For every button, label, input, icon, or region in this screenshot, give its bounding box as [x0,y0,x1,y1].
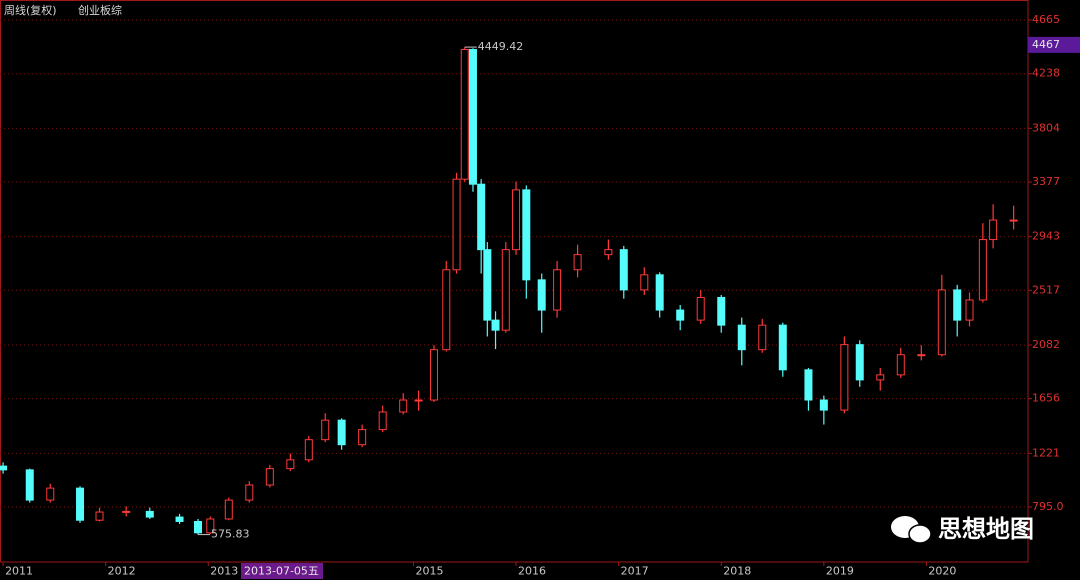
candle-body [321,419,330,441]
candle-body [696,296,705,321]
candle-body [604,249,613,256]
y-tick-label: 795.0 [1032,500,1064,513]
candle-body [758,324,767,351]
candle-body [1009,219,1018,222]
candle-body [522,189,531,281]
candle-body [477,183,486,251]
candle-body [840,344,849,411]
high-label: 4449.42 [478,40,524,53]
x-tick-label: 2018 [723,565,751,578]
x-tick-label: 2015 [415,565,443,578]
x-tick-label: 2019 [826,565,854,578]
watermark-text: 思想地图 [938,515,1034,543]
cursor-date: 2013-07-05五 [244,565,319,578]
watermark: 思想地图 [891,515,1034,544]
candle-body [655,274,664,311]
y-tick-label: 3377 [1032,175,1060,188]
candle-body [717,296,726,326]
candle-body [46,487,55,501]
candle-body [483,249,492,321]
candle-body [553,269,562,311]
candle-body [876,374,885,381]
candle-body [778,324,787,371]
chart-subtitle: 创业板综 [78,3,122,17]
candle-body [265,468,274,486]
candle-body [896,354,905,376]
x-tick-label: 2020 [928,565,956,578]
cursor-date-box [241,563,323,579]
y-tick-label: 4238 [1032,67,1060,80]
candle-body [937,289,946,356]
candle-body [194,520,203,534]
candle-body [76,487,85,521]
candle-body [819,399,828,411]
x-tick-label: 2013 [210,565,238,578]
candle-body [175,516,184,522]
candle-body [619,249,628,291]
candle-body [468,49,477,185]
candle-body [804,369,813,401]
candle-body [0,465,8,471]
candle-body [855,344,864,381]
y-tick-label: 3804 [1032,121,1060,134]
y-tick-label: 2082 [1032,338,1060,351]
candle-body [429,349,438,401]
candle-body [286,459,295,470]
watermark-icon [908,524,932,544]
candle-body [491,319,500,331]
y-tick-label: 1221 [1032,446,1060,459]
candle-body [537,279,546,311]
candle-body [917,354,926,357]
cursor-value: 4467 [1032,38,1060,51]
candle-body [378,411,387,431]
plot-frame [0,0,1029,563]
candle-body [512,189,521,251]
candle-body [25,469,34,501]
y-tick-label: 2517 [1032,283,1060,296]
candle-body [337,419,346,446]
x-tick-label: 2017 [621,565,649,578]
candle-body [965,299,974,321]
candle-body [358,429,367,446]
y-tick-label: 2943 [1032,230,1060,243]
candle-body [978,239,987,301]
candle-body [95,511,104,521]
candle-body [452,178,461,271]
candle-body [442,269,451,351]
candle-body [414,399,423,402]
candle-body [989,219,998,241]
candle-body [573,254,582,271]
candle-body [122,510,131,513]
x-tick-label: 2012 [108,565,136,578]
candle-body [640,274,649,291]
candle-body [460,49,469,180]
cursor-value-box [1028,36,1080,53]
candle-body [206,518,215,534]
y-tick-label: 1656 [1032,392,1060,405]
candle-body [737,324,746,351]
low-label: 575.83 [211,528,250,541]
y-tick-label: 4665 [1032,13,1060,26]
x-tick-label: 2011 [5,565,33,578]
candle-body [145,510,154,518]
candle-body [953,289,962,321]
chart-title: 周线(复权) [4,3,57,17]
candle-body [245,484,254,501]
candle-body [676,309,685,321]
candle-body [304,439,313,461]
candle-body [224,499,233,520]
candle-body [399,399,408,413]
x-tick-label: 2016 [518,565,546,578]
candle-body [501,249,510,331]
